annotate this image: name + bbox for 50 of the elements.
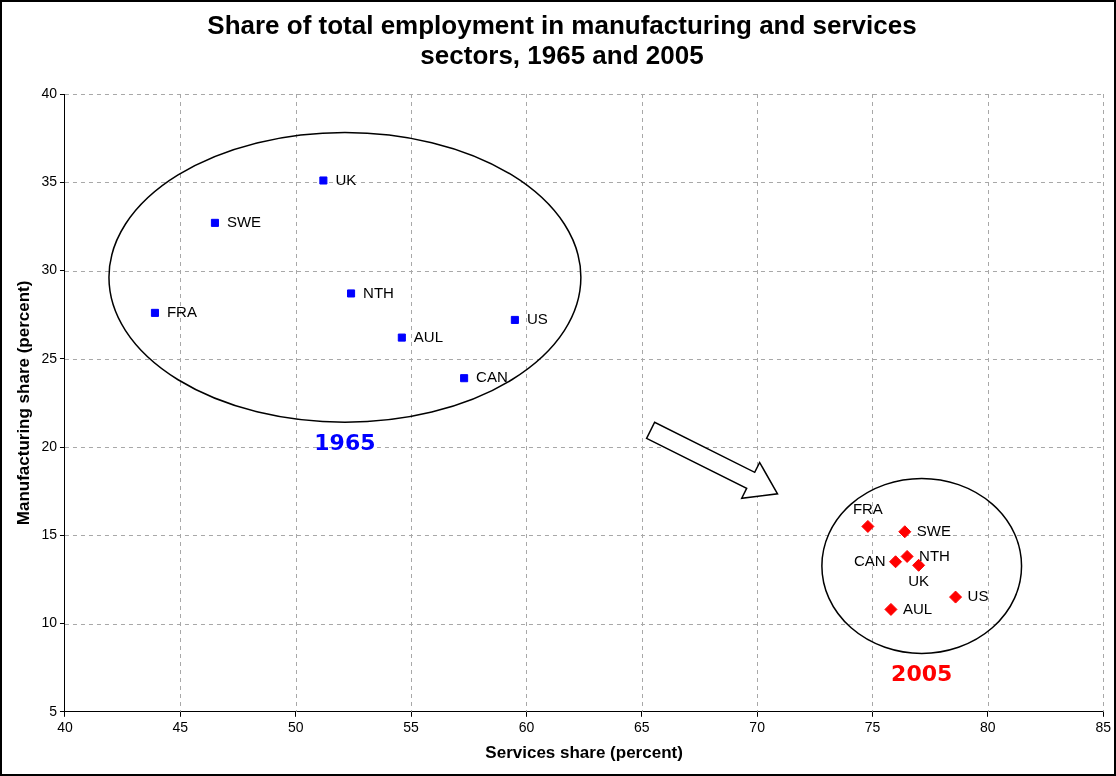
y-tick-label: 20 — [41, 437, 58, 454]
annotation: AUL — [413, 327, 444, 345]
annotation: NTH — [363, 283, 394, 301]
x-tick-label: 55 — [403, 719, 420, 736]
y-tick-label: 5 — [49, 702, 58, 719]
y-axis-title: Manufacturing share (percent) — [13, 280, 33, 526]
text: 1965 — [314, 429, 376, 455]
x-tick-label: 80 — [980, 719, 996, 736]
x-tick-label: 50 — [287, 719, 304, 736]
point — [900, 549, 914, 563]
y-tick-label: 10 — [41, 614, 58, 631]
point — [150, 308, 159, 317]
point — [319, 176, 328, 185]
point — [889, 555, 903, 569]
annotation: SWE — [916, 521, 951, 539]
point — [884, 602, 898, 616]
y-tick-label: 15 — [41, 526, 58, 543]
annotation: FRA — [166, 303, 197, 321]
y-tick-label: 25 — [41, 349, 58, 366]
x-tick-label: 75 — [864, 719, 881, 736]
annotation: CAN — [853, 551, 886, 569]
x-axis-title: Services share (percent) — [485, 743, 683, 763]
y-tick-label: 40 — [41, 84, 58, 101]
point — [210, 218, 219, 227]
x-tick-label: 85 — [1095, 719, 1112, 736]
annotation: SWE — [226, 213, 262, 230]
x-tick-label: 70 — [749, 719, 766, 736]
point — [949, 590, 963, 604]
point — [347, 289, 356, 298]
point — [510, 315, 519, 324]
annotation: US — [526, 310, 548, 328]
annotation: US — [967, 587, 989, 605]
point — [861, 519, 875, 533]
annotation: AUL — [902, 599, 933, 617]
text: 2005 — [891, 661, 953, 687]
y-tick-label: 35 — [41, 173, 58, 190]
x-tick-label: 65 — [633, 719, 650, 736]
annotation: FRA — [852, 499, 883, 517]
point — [460, 374, 469, 383]
chart-title: Share of total employment in manufacturing and services sectors, 1965 and 2005 — [206, 10, 918, 70]
annotation: CAN — [476, 368, 508, 386]
annotation: UK — [335, 170, 357, 188]
point — [397, 333, 406, 342]
annotation: NTH — [919, 546, 950, 564]
x-tick-label: 45 — [172, 719, 189, 736]
annotation: UK — [908, 572, 930, 590]
point — [898, 525, 912, 539]
x-tick-label: 40 — [57, 719, 73, 736]
y-tick-label: 30 — [41, 261, 58, 278]
x-tick-label: 60 — [518, 719, 535, 736]
